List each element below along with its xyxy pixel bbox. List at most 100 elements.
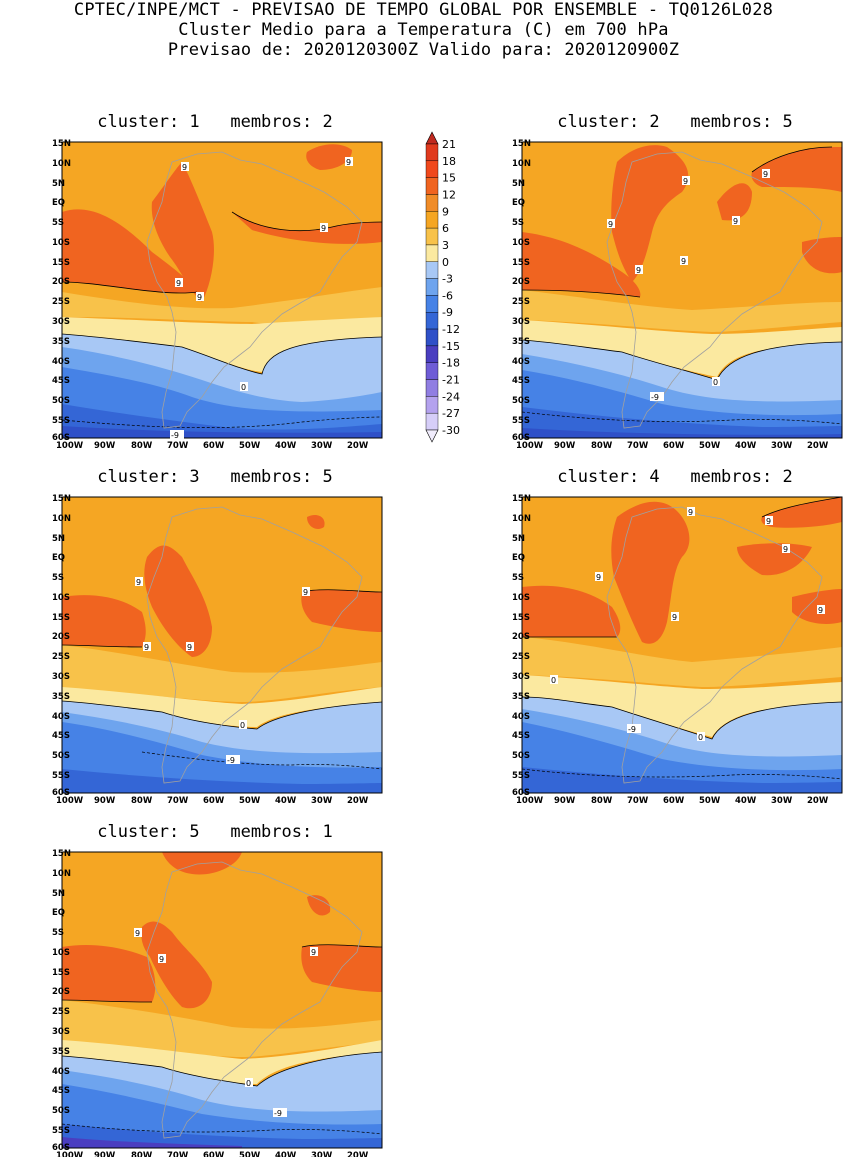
contour-label: 9 (596, 573, 601, 582)
svg-text:10N: 10N (512, 514, 531, 524)
svg-text:55S: 55S (512, 416, 530, 426)
colorbar-segment (425, 345, 439, 363)
svg-text:15S: 15S (52, 968, 70, 978)
svg-text:50W: 50W (239, 441, 261, 451)
lon-axis: 100W 90W 80W 70W 60W 50W 40W 30W 20W (56, 796, 369, 806)
lat-axis: 15N 10N 5N EQ 5S 10S 15S 20S 25S 30S 35S 40S 4… (52, 494, 71, 798)
svg-text:40W: 40W (735, 796, 757, 806)
contour-label: 9 (187, 643, 192, 652)
temperature-map: 9 9 9 9 9 0 -9 15N 10N 5N EQ 5S 10S 15S 20S … (52, 139, 383, 451)
colorbar-tick-label: -12 (442, 323, 460, 336)
colorbar-segment (425, 379, 439, 397)
contour-label: 9 (608, 220, 613, 229)
svg-text:30S: 30S (512, 672, 530, 682)
svg-text:45S: 45S (52, 376, 70, 386)
colorbar-tick-label: -24 (442, 390, 460, 403)
map-panel-cluster-1: cluster: 1 membros: 2 (50, 112, 383, 451)
svg-text:15S: 15S (52, 258, 70, 268)
contour-label: 9 (346, 158, 351, 167)
lon-axis: 100W 90W 80W 70W 60W 50W 40W 30W 20W (516, 796, 829, 806)
colorbar-segment (425, 261, 439, 279)
svg-text:20S: 20S (512, 632, 530, 642)
svg-text:60S: 60S (52, 433, 70, 443)
svg-text:20W: 20W (347, 441, 369, 451)
svg-text:30S: 30S (52, 317, 70, 327)
svg-text:60W: 60W (203, 1151, 225, 1157)
svg-text:10S: 10S (512, 238, 530, 248)
svg-text:50W: 50W (699, 796, 721, 806)
map-panel-cluster-5: cluster: 5 membros: 1 9 9 (50, 822, 383, 1157)
svg-text:25S: 25S (52, 1007, 70, 1017)
panel-title: cluster: 2 membros: 5 (557, 112, 793, 132)
colorbar-tick-label: 15 (442, 172, 456, 185)
contour-label: 9 (688, 508, 693, 517)
svg-text:70W: 70W (627, 796, 649, 806)
contour-label: -9 (651, 393, 659, 402)
svg-text:30S: 30S (512, 317, 530, 327)
colorbar-segment (425, 194, 439, 212)
svg-text:30S: 30S (52, 1027, 70, 1037)
colorbar-segment (425, 211, 439, 229)
svg-text:25S: 25S (52, 652, 70, 662)
colorbar-bottom-arrow (425, 429, 439, 443)
svg-text:100W: 100W (56, 796, 84, 806)
svg-text:45S: 45S (52, 731, 70, 741)
svg-text:100W: 100W (516, 796, 544, 806)
contour-label: 9 (182, 163, 187, 172)
colorbar-segment (425, 244, 439, 262)
svg-text:5N: 5N (52, 534, 65, 544)
svg-text:10N: 10N (52, 514, 71, 524)
svg-text:50S: 50S (52, 1106, 70, 1116)
svg-text:50S: 50S (512, 396, 530, 406)
lon-axis: 100W 90W 80W 70W 60W 50W 40W 30W 20W (516, 441, 829, 451)
svg-text:25S: 25S (512, 652, 530, 662)
svg-text:20W: 20W (347, 796, 369, 806)
svg-text:90W: 90W (554, 441, 576, 451)
contour-label: 9 (136, 578, 141, 587)
svg-text:60W: 60W (663, 441, 685, 451)
svg-text:10N: 10N (512, 159, 531, 169)
svg-text:15N: 15N (52, 139, 71, 149)
svg-text:90W: 90W (94, 796, 116, 806)
colorbar-tick-label: -15 (442, 340, 460, 353)
contour-label: 9 (636, 266, 641, 275)
svg-text:15S: 15S (512, 613, 530, 623)
svg-text:10S: 10S (512, 593, 530, 603)
svg-text:15S: 15S (52, 613, 70, 623)
colorbar-tick-label: -27 (442, 407, 460, 420)
svg-text:50S: 50S (52, 396, 70, 406)
svg-text:60S: 60S (52, 788, 70, 798)
svg-text:70W: 70W (167, 1151, 189, 1157)
contour-label: -9 (628, 725, 636, 734)
svg-text:30W: 30W (771, 441, 793, 451)
svg-text:100W: 100W (56, 1151, 84, 1157)
svg-text:55S: 55S (512, 771, 530, 781)
svg-text:35S: 35S (52, 692, 70, 702)
svg-text:25S: 25S (512, 297, 530, 307)
contour-label: 9 (783, 545, 788, 554)
lat-axis: 15N 10N 5N EQ 5S 10S 15S 20S 25S 30S 35S 40S 4… (52, 139, 71, 443)
colorbar-segment (425, 328, 439, 347)
svg-text:80W: 80W (131, 1151, 153, 1157)
svg-text:70W: 70W (167, 441, 189, 451)
contour-label: 9 (763, 170, 768, 179)
svg-text:25S: 25S (52, 297, 70, 307)
colorbar-tick-label: -6 (442, 289, 453, 302)
colorbar-tick-label: -18 (442, 357, 460, 370)
svg-text:90W: 90W (554, 796, 576, 806)
svg-text:50W: 50W (699, 441, 721, 451)
svg-text:40W: 40W (275, 441, 297, 451)
svg-text:30W: 30W (311, 1151, 333, 1157)
svg-text:40S: 40S (512, 357, 530, 367)
contour-label: 9 (197, 293, 202, 302)
temperature-map: 9 9 9 0 -9 15N 10N 5N EQ 5S 10S 15S 20S 25S 3… (52, 849, 383, 1157)
svg-text:55S: 55S (52, 771, 70, 781)
svg-text:10N: 10N (52, 869, 71, 879)
lat-axis: 15N 10N 5N EQ 5S 10S 15S 20S 25S 30S 35S 40S 4… (512, 139, 531, 443)
svg-text:EQ: EQ (512, 198, 525, 208)
colorbar-segment (425, 295, 439, 313)
svg-text:5N: 5N (512, 534, 525, 544)
svg-text:40W: 40W (275, 796, 297, 806)
svg-text:20S: 20S (512, 277, 530, 287)
svg-text:45S: 45S (512, 376, 530, 386)
